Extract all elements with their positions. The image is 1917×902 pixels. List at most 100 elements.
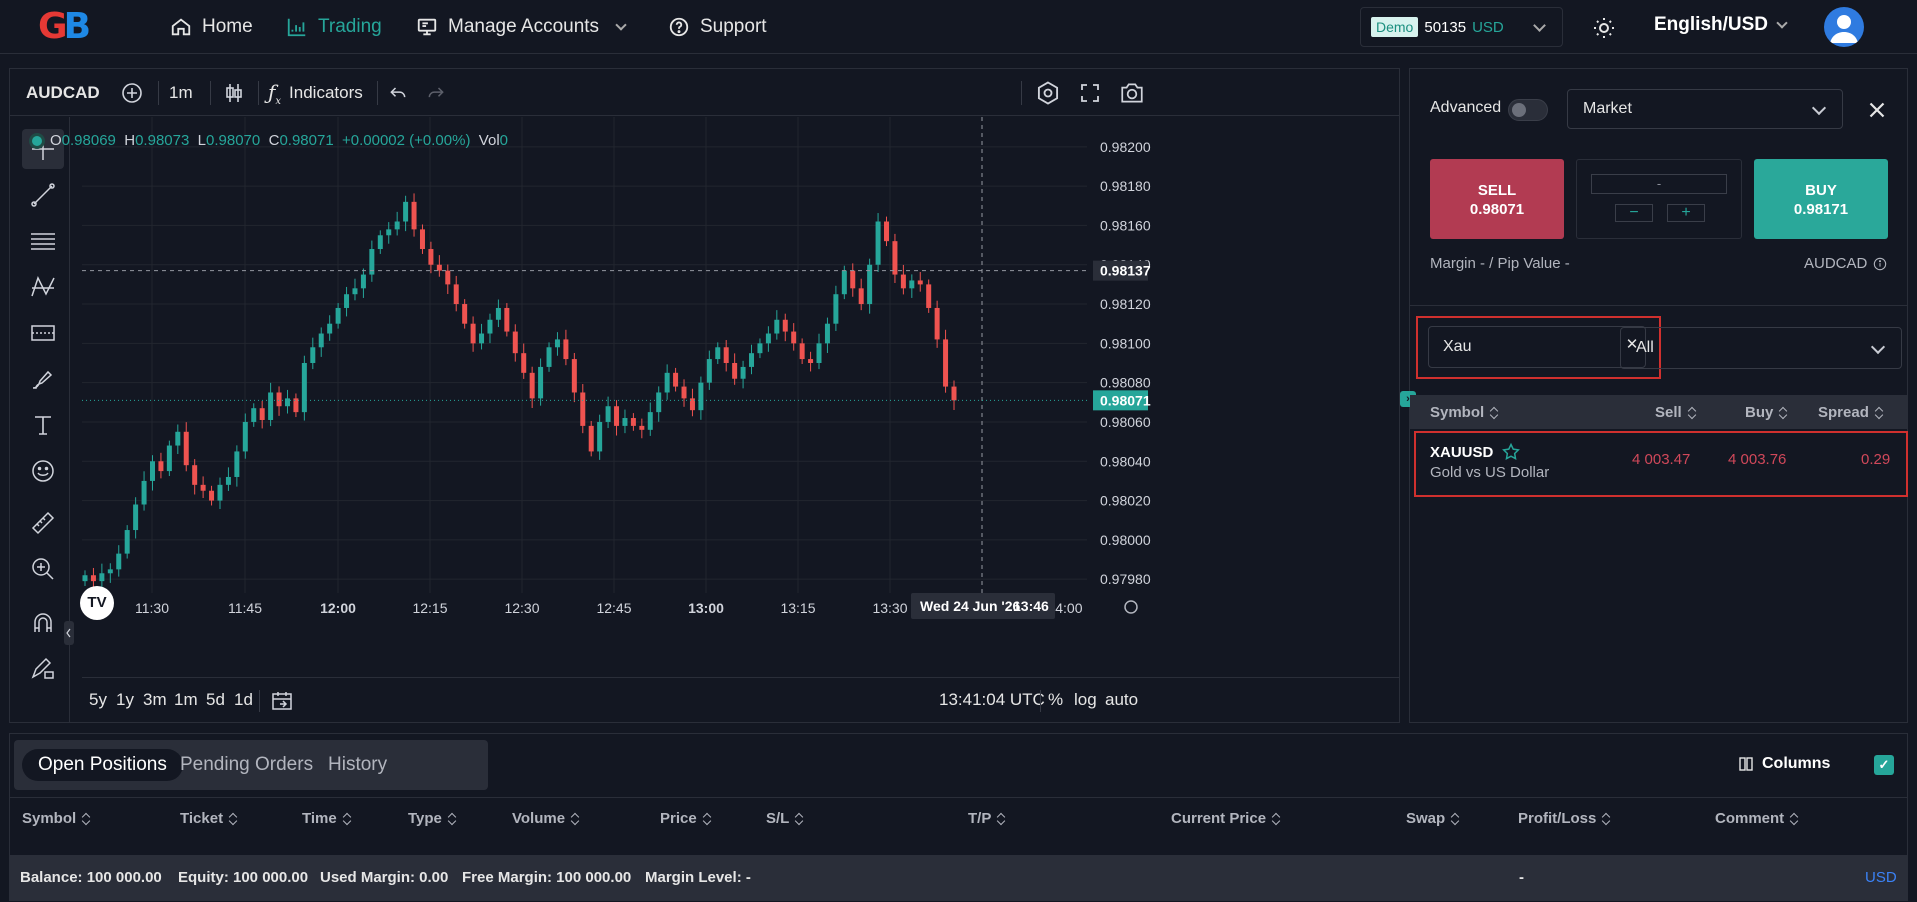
symbols-header-symbol[interactable]: Symbol bbox=[1430, 404, 1498, 421]
price-chart[interactable]: 0.982000.981800.981600.981400.981200.981… bbox=[82, 117, 1399, 673]
tab-pending-orders[interactable]: Pending Orders bbox=[180, 754, 314, 775]
sort-icon bbox=[229, 813, 237, 825]
symbol-search-input[interactable] bbox=[1428, 326, 1646, 368]
nav-trading[interactable]: Trading bbox=[286, 14, 382, 40]
col-current-price[interactable]: Current Price bbox=[1171, 810, 1280, 827]
x-tick-label: 11:30 bbox=[135, 600, 169, 616]
symbols-header-sell[interactable]: Sell bbox=[1655, 404, 1696, 421]
interval-button[interactable]: 1m bbox=[169, 83, 193, 102]
quantity-plus-button[interactable]: + bbox=[1667, 204, 1705, 222]
close-icon[interactable] bbox=[1864, 97, 1890, 123]
sort-icon bbox=[1790, 813, 1798, 825]
candle bbox=[360, 274, 366, 289]
col-sl[interactable]: S/L bbox=[766, 810, 803, 827]
trendline-tool[interactable] bbox=[22, 175, 64, 215]
symbol-row[interactable]: XAUUSD Gold vs US Dollar 4 003.47 4 003.… bbox=[1414, 431, 1908, 497]
account-selector[interactable]: Demo 50135 USD bbox=[1360, 7, 1563, 47]
candle bbox=[428, 249, 434, 265]
order-type-select[interactable]: Market bbox=[1567, 89, 1843, 129]
quantity-input[interactable]: - bbox=[1591, 174, 1727, 194]
redo-icon[interactable] bbox=[426, 83, 446, 103]
horizontal-lines-tool[interactable] bbox=[22, 221, 64, 261]
symbol-filter-select[interactable]: All bbox=[1620, 327, 1902, 369]
candle bbox=[411, 201, 417, 230]
info-icon[interactable] bbox=[1873, 257, 1887, 271]
emoji-tool[interactable] bbox=[22, 451, 64, 491]
candle bbox=[808, 359, 814, 363]
text-tool[interactable] bbox=[22, 405, 64, 445]
theme-toggle-icon[interactable] bbox=[1592, 16, 1616, 40]
divider bbox=[1410, 305, 1907, 306]
tab-history[interactable]: History bbox=[328, 754, 388, 775]
lock-drawings-tool[interactable] bbox=[22, 647, 64, 687]
clear-search-icon[interactable]: ✕ bbox=[1625, 336, 1639, 353]
log-toggle[interactable]: log bbox=[1074, 690, 1097, 709]
candle bbox=[310, 347, 316, 363]
user-avatar[interactable] bbox=[1824, 7, 1864, 47]
add-symbol-icon[interactable] bbox=[120, 81, 144, 105]
status-currency[interactable]: USD bbox=[1865, 869, 1897, 886]
candle bbox=[664, 372, 670, 393]
col-price[interactable]: Price bbox=[660, 810, 711, 827]
col-type[interactable]: Type bbox=[408, 810, 456, 827]
auto-toggle[interactable]: auto bbox=[1105, 690, 1139, 709]
order-symbol: AUDCAD bbox=[1804, 255, 1887, 272]
columns-button[interactable]: Columns bbox=[1738, 755, 1830, 773]
monitor-icon bbox=[417, 18, 437, 36]
candles-icon[interactable] bbox=[222, 81, 246, 105]
quantity-minus-button[interactable]: − bbox=[1615, 204, 1653, 222]
nav-home[interactable]: Home bbox=[170, 14, 253, 40]
forecast-tool[interactable] bbox=[22, 313, 64, 353]
col-tp[interactable]: T/P bbox=[968, 810, 1005, 827]
sell-button[interactable]: SELL 0.98071 bbox=[1430, 159, 1564, 239]
range-1d[interactable]: 1d bbox=[234, 690, 253, 709]
pattern-tool[interactable] bbox=[22, 267, 64, 307]
brush-tool[interactable] bbox=[22, 359, 64, 399]
undo-icon[interactable] bbox=[388, 83, 408, 103]
buy-button[interactable]: BUY 0.98171 bbox=[1754, 159, 1888, 239]
checkbox[interactable]: ✓ bbox=[1874, 755, 1894, 775]
tab-open-positions[interactable]: Open Positions bbox=[22, 749, 183, 781]
star-icon[interactable] bbox=[1501, 442, 1521, 462]
percent-toggle[interactable]: % bbox=[1048, 690, 1064, 709]
symbols-header-buy[interactable]: Buy bbox=[1745, 404, 1787, 421]
status-used-margin: Used Margin: 0.00 bbox=[320, 869, 449, 886]
col-ticket[interactable]: Ticket bbox=[180, 810, 237, 827]
candle bbox=[386, 229, 392, 236]
zoom-tool[interactable] bbox=[22, 549, 64, 589]
tradingview-logo[interactable]: TV bbox=[80, 586, 114, 620]
language-selector[interactable]: English/USD bbox=[1654, 14, 1788, 36]
logo[interactable]: GB bbox=[38, 6, 91, 47]
go-to-date-icon[interactable] bbox=[270, 689, 294, 713]
language-label: English/USD bbox=[1654, 14, 1769, 35]
col-volume[interactable]: Volume bbox=[512, 810, 579, 827]
y-tick-label: 0.98180 bbox=[1100, 178, 1151, 194]
col-comment[interactable]: Comment bbox=[1715, 810, 1798, 827]
col-profit-loss[interactable]: Profit/Loss bbox=[1518, 810, 1610, 827]
range-3m[interactable]: 3m bbox=[143, 690, 167, 709]
chart-symbol[interactable]: AUDCAD bbox=[26, 83, 100, 102]
collapse-toolbar-icon[interactable] bbox=[64, 621, 74, 645]
settings-icon[interactable] bbox=[1034, 79, 1062, 107]
magnet-tool[interactable] bbox=[22, 603, 64, 643]
col-swap[interactable]: Swap bbox=[1406, 810, 1459, 827]
indicators-button[interactable]: ƒx Indicators bbox=[268, 80, 363, 107]
axis-settings-icon[interactable] bbox=[1124, 600, 1138, 614]
col-symbol[interactable]: Symbol bbox=[22, 810, 90, 827]
range-5d[interactable]: 5d bbox=[206, 690, 225, 709]
y-tick-label: 0.98080 bbox=[1100, 375, 1151, 391]
range-1y[interactable]: 1y bbox=[116, 690, 134, 709]
candle bbox=[774, 319, 780, 334]
range-5y[interactable]: 5y bbox=[89, 690, 107, 709]
camera-icon[interactable] bbox=[1118, 80, 1146, 106]
advanced-toggle[interactable] bbox=[1508, 99, 1548, 121]
col-time[interactable]: Time bbox=[302, 810, 351, 827]
fullscreen-icon[interactable] bbox=[1078, 81, 1102, 105]
candle bbox=[858, 288, 864, 305]
nav-support[interactable]: Support bbox=[668, 14, 767, 40]
measure-tool[interactable] bbox=[22, 503, 64, 543]
crosshair-tool[interactable] bbox=[22, 129, 64, 169]
range-1m[interactable]: 1m bbox=[174, 690, 198, 709]
nav-manage-accounts[interactable]: Manage Accounts bbox=[416, 14, 627, 40]
symbols-header-spread[interactable]: Spread bbox=[1818, 404, 1883, 421]
